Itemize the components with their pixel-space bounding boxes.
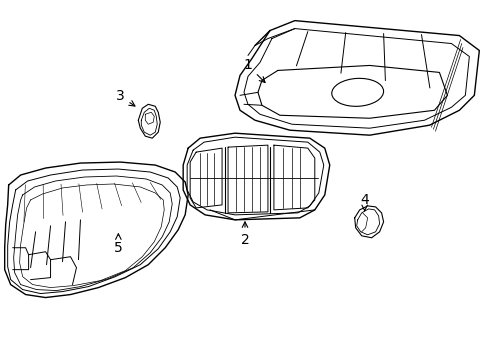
Text: 1: 1 [243, 58, 264, 82]
Text: 5: 5 [114, 234, 122, 255]
Text: 3: 3 [116, 89, 135, 106]
Text: 4: 4 [360, 193, 368, 211]
Text: 2: 2 [240, 222, 249, 247]
